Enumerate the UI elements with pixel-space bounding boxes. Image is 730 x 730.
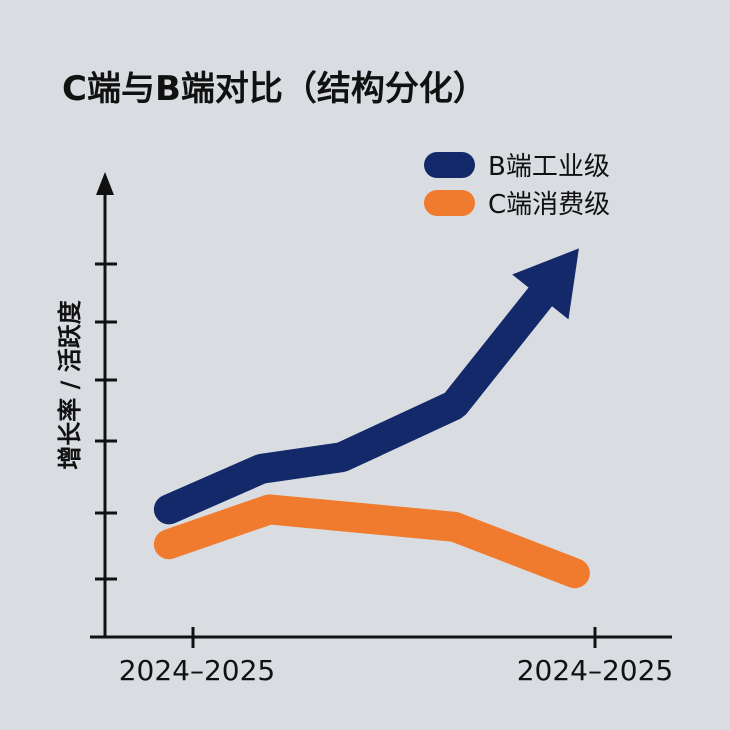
series-line-b	[153, 272, 563, 525]
series-layer	[153, 248, 590, 589]
series-arrowhead-icon	[512, 248, 579, 320]
axes	[90, 172, 672, 648]
x-tick-label: 2024–2025	[517, 654, 674, 687]
legend-label-c: C端消费级	[488, 190, 610, 220]
chart-title: C端与B端对比（结构分化）	[62, 69, 487, 109]
y-axis-arrow-icon	[96, 172, 114, 195]
legend-label-b: B端工业级	[488, 152, 610, 182]
x-tick-label: 2024–2025	[119, 654, 276, 687]
legend: B端工业级 C端消费级	[424, 152, 610, 220]
y-axis-label: 增长率 / 活跃度	[56, 299, 84, 469]
series-line-c	[153, 494, 590, 589]
